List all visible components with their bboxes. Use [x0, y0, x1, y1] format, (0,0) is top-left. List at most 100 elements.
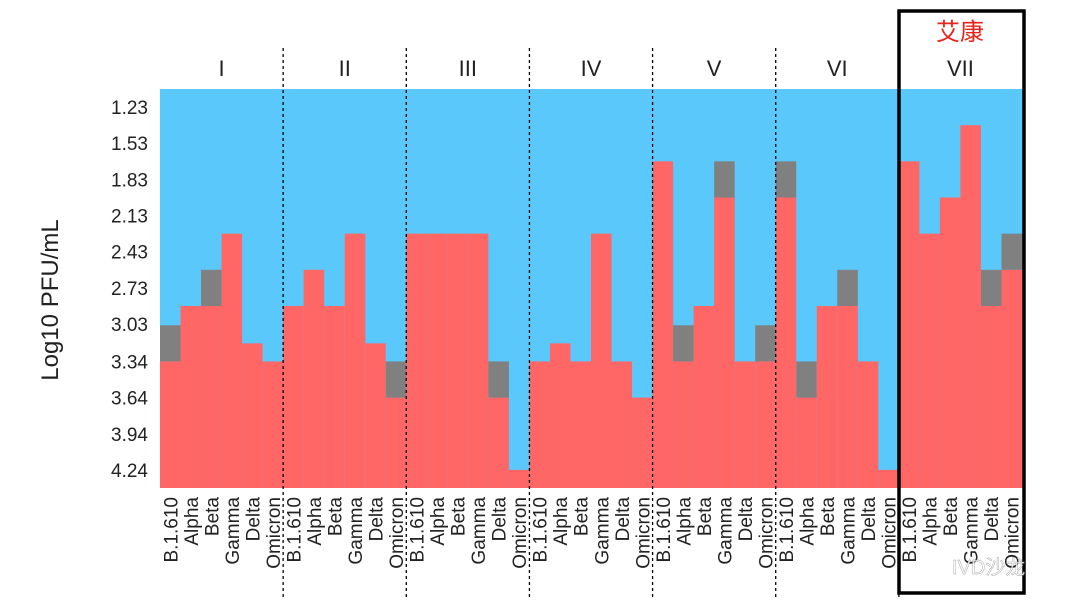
x-tick-label: B.1.610: [531, 497, 552, 563]
x-tick-label: Alpha: [182, 497, 203, 546]
heatmap-bar: [467, 233, 489, 488]
heatmap-bar: [385, 397, 407, 488]
heatmap-columns: [160, 89, 1023, 488]
heatmap-bar: [303, 269, 325, 488]
heatmap-bar: [693, 305, 715, 488]
heatmap-bar: [406, 233, 428, 488]
heatmap-bar: [221, 233, 243, 488]
heatmap-bar: [324, 305, 346, 488]
heatmap-bar: [673, 361, 695, 488]
heatmap-bar: [262, 361, 284, 488]
heatmap-bar: [508, 469, 531, 488]
x-tick-label: Omicron: [880, 497, 901, 569]
x-tick-label: B.1.610: [161, 497, 182, 563]
y-tick-label: 1.53: [111, 134, 148, 155]
x-tick-label: Delta: [243, 497, 264, 542]
heatmap-bar: [1001, 269, 1023, 488]
y-tick-label: 1.23: [111, 98, 148, 119]
x-tick-label: Delta: [490, 497, 511, 542]
x-tick-label: Gamma: [592, 497, 613, 565]
x-tick-label: Delta: [736, 497, 757, 542]
heatmap-bar: [611, 361, 633, 488]
heatmap-bar: [591, 233, 613, 488]
heatmap-column-bg: [632, 89, 654, 488]
x-tick-label: B.1.610: [777, 497, 798, 563]
x-tick-label: Alpha: [674, 497, 695, 546]
y-tick-label: 2.43: [111, 243, 148, 264]
heatmap-marker: [385, 361, 407, 398]
heatmap-marker: [714, 161, 736, 198]
y-tick-label: 3.94: [111, 425, 148, 446]
x-tick-label: Gamma: [469, 497, 490, 565]
heatmap-bar: [242, 343, 264, 488]
heatmap-bar: [714, 197, 736, 488]
x-tick-label: Omicron: [387, 497, 408, 569]
x-tick-label: Alpha: [798, 497, 819, 546]
heatmap-marker: [201, 269, 223, 306]
x-tick-label: Delta: [982, 497, 1003, 542]
heatmap-marker: [488, 361, 510, 398]
heatmap-bar: [160, 361, 182, 488]
x-tick-labels: B.1.610 Alpha Beta Gamma Delta Omicron B.1.610…: [161, 497, 1023, 569]
heatmap-bar: [755, 361, 777, 488]
heatmap-bar: [796, 397, 818, 488]
x-tick-label: Gamma: [839, 497, 860, 565]
x-tick-label: Beta: [695, 497, 716, 537]
x-tick-label: Delta: [613, 497, 634, 542]
y-tick-label: 3.34: [111, 352, 148, 373]
heatmap-bar: [652, 161, 674, 488]
x-tick-label: Beta: [202, 497, 223, 537]
heatmap-marker: [1001, 233, 1023, 270]
x-tick-label: Omicron: [264, 497, 285, 569]
heatmap-bar: [632, 397, 654, 488]
heatmap-bar: [837, 305, 859, 488]
x-tick-label: Delta: [859, 497, 880, 542]
heatmap-bar: [898, 161, 920, 488]
x-tick-label: B.1.610: [284, 497, 305, 563]
heatmap-bar: [919, 233, 941, 488]
x-tick-label: B.1.610: [408, 497, 429, 563]
heatmap-bar: [857, 361, 879, 488]
heatmap-bar: [488, 397, 510, 488]
x-tick-label: Gamma: [962, 497, 983, 565]
heatmap-bar: [775, 197, 797, 488]
x-tick-label: Alpha: [551, 497, 572, 546]
x-tick-label: Beta: [325, 497, 346, 537]
watermark-text: IVD沙龙: [952, 556, 1025, 579]
heatmap-marker: [755, 325, 777, 362]
group-label: II: [339, 56, 351, 81]
x-tick-label: Omicron: [510, 497, 531, 569]
x-tick-label: Beta: [818, 497, 839, 537]
y-tick-label: 4.24: [111, 461, 148, 482]
heatmap-bar: [734, 361, 756, 488]
x-tick-label: Alpha: [305, 497, 326, 546]
x-tick-label: Alpha: [428, 497, 449, 546]
x-tick-label: Beta: [449, 497, 470, 537]
heatmap-marker: [980, 269, 1003, 306]
heatmap-bar: [180, 305, 202, 488]
heatmap-bar: [816, 305, 838, 488]
x-tick-label: Gamma: [223, 497, 244, 565]
y-tick-label: 3.64: [111, 389, 148, 410]
heatmap-bar: [570, 361, 592, 488]
group-label: III: [459, 56, 477, 81]
group-label: VI: [827, 56, 848, 81]
heatmap-bar: [426, 233, 448, 488]
heatmap-marker: [673, 325, 695, 362]
y-tick-label: 3.03: [111, 315, 148, 336]
group-label: VII: [947, 56, 974, 81]
x-tick-label: B.1.610: [900, 497, 921, 563]
heatmap-marker: [160, 325, 182, 362]
group-label: IV: [581, 56, 602, 81]
heatmap-bar: [529, 361, 551, 488]
y-tick-label: 1.83: [111, 170, 148, 191]
y-tick-labels: 1.23 1.53 1.83 2.13 2.43 2.73 3.03 3.34 3.64 3.94…: [111, 98, 148, 482]
heatmap-bar: [878, 469, 900, 488]
x-tick-label: B.1.610: [654, 497, 675, 563]
x-tick-label: Alpha: [921, 497, 942, 546]
y-tick-label: 2.13: [111, 207, 148, 228]
x-tick-label: Gamma: [715, 497, 736, 565]
x-tick-label: Beta: [941, 497, 962, 537]
highlight-box: [897, 9, 1026, 595]
x-tick-label: Gamma: [346, 497, 367, 565]
